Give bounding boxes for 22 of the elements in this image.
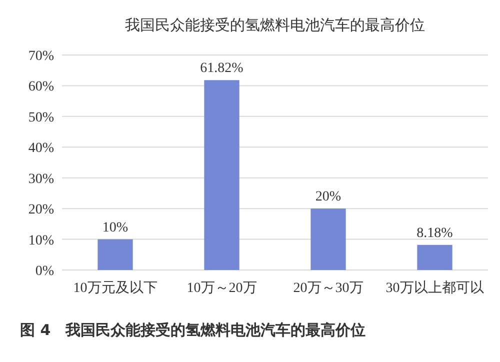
y-tick-label: 0% xyxy=(35,264,54,279)
y-tick-label: 40% xyxy=(28,141,54,156)
chart-title: 我国民众能接受的氢燃料电池汽车的最高价位 xyxy=(125,17,425,34)
y-tick-label: 20% xyxy=(28,202,54,218)
x-tick-label: 10万～20万 xyxy=(186,281,257,296)
y-tick-label: 60% xyxy=(28,80,54,95)
y-tick-label: 50% xyxy=(28,110,54,126)
bar xyxy=(417,244,452,270)
data-label: 8.18% xyxy=(416,226,454,241)
bar xyxy=(310,208,346,270)
x-tick-label: 10万元及以下 xyxy=(73,280,158,296)
data-label: 10% xyxy=(102,220,128,236)
x-tick-label: 30万以上都可以 xyxy=(386,280,484,296)
y-tick-label: 30% xyxy=(28,172,54,187)
caption: 图 4 我国民众能接受的氢燃料电池汽车的最高价位 xyxy=(20,321,366,339)
bar xyxy=(98,239,133,270)
bar xyxy=(204,80,240,270)
data-label: 20% xyxy=(315,190,342,205)
data-label: 61.82% xyxy=(200,61,244,76)
y-tick-label: 10% xyxy=(28,233,54,248)
y-tick-label: 70% xyxy=(28,49,54,64)
x-tick-label: 20万～30万 xyxy=(293,281,364,296)
